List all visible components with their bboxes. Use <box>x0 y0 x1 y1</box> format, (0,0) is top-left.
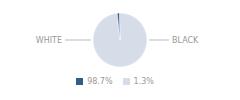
svg-text:WHITE: WHITE <box>36 36 62 45</box>
html-text:1.3%: 1.3% <box>133 77 154 86</box>
svg-text:BLACK: BLACK <box>172 36 199 45</box>
html-text:98.7%: 98.7% <box>87 77 113 86</box>
